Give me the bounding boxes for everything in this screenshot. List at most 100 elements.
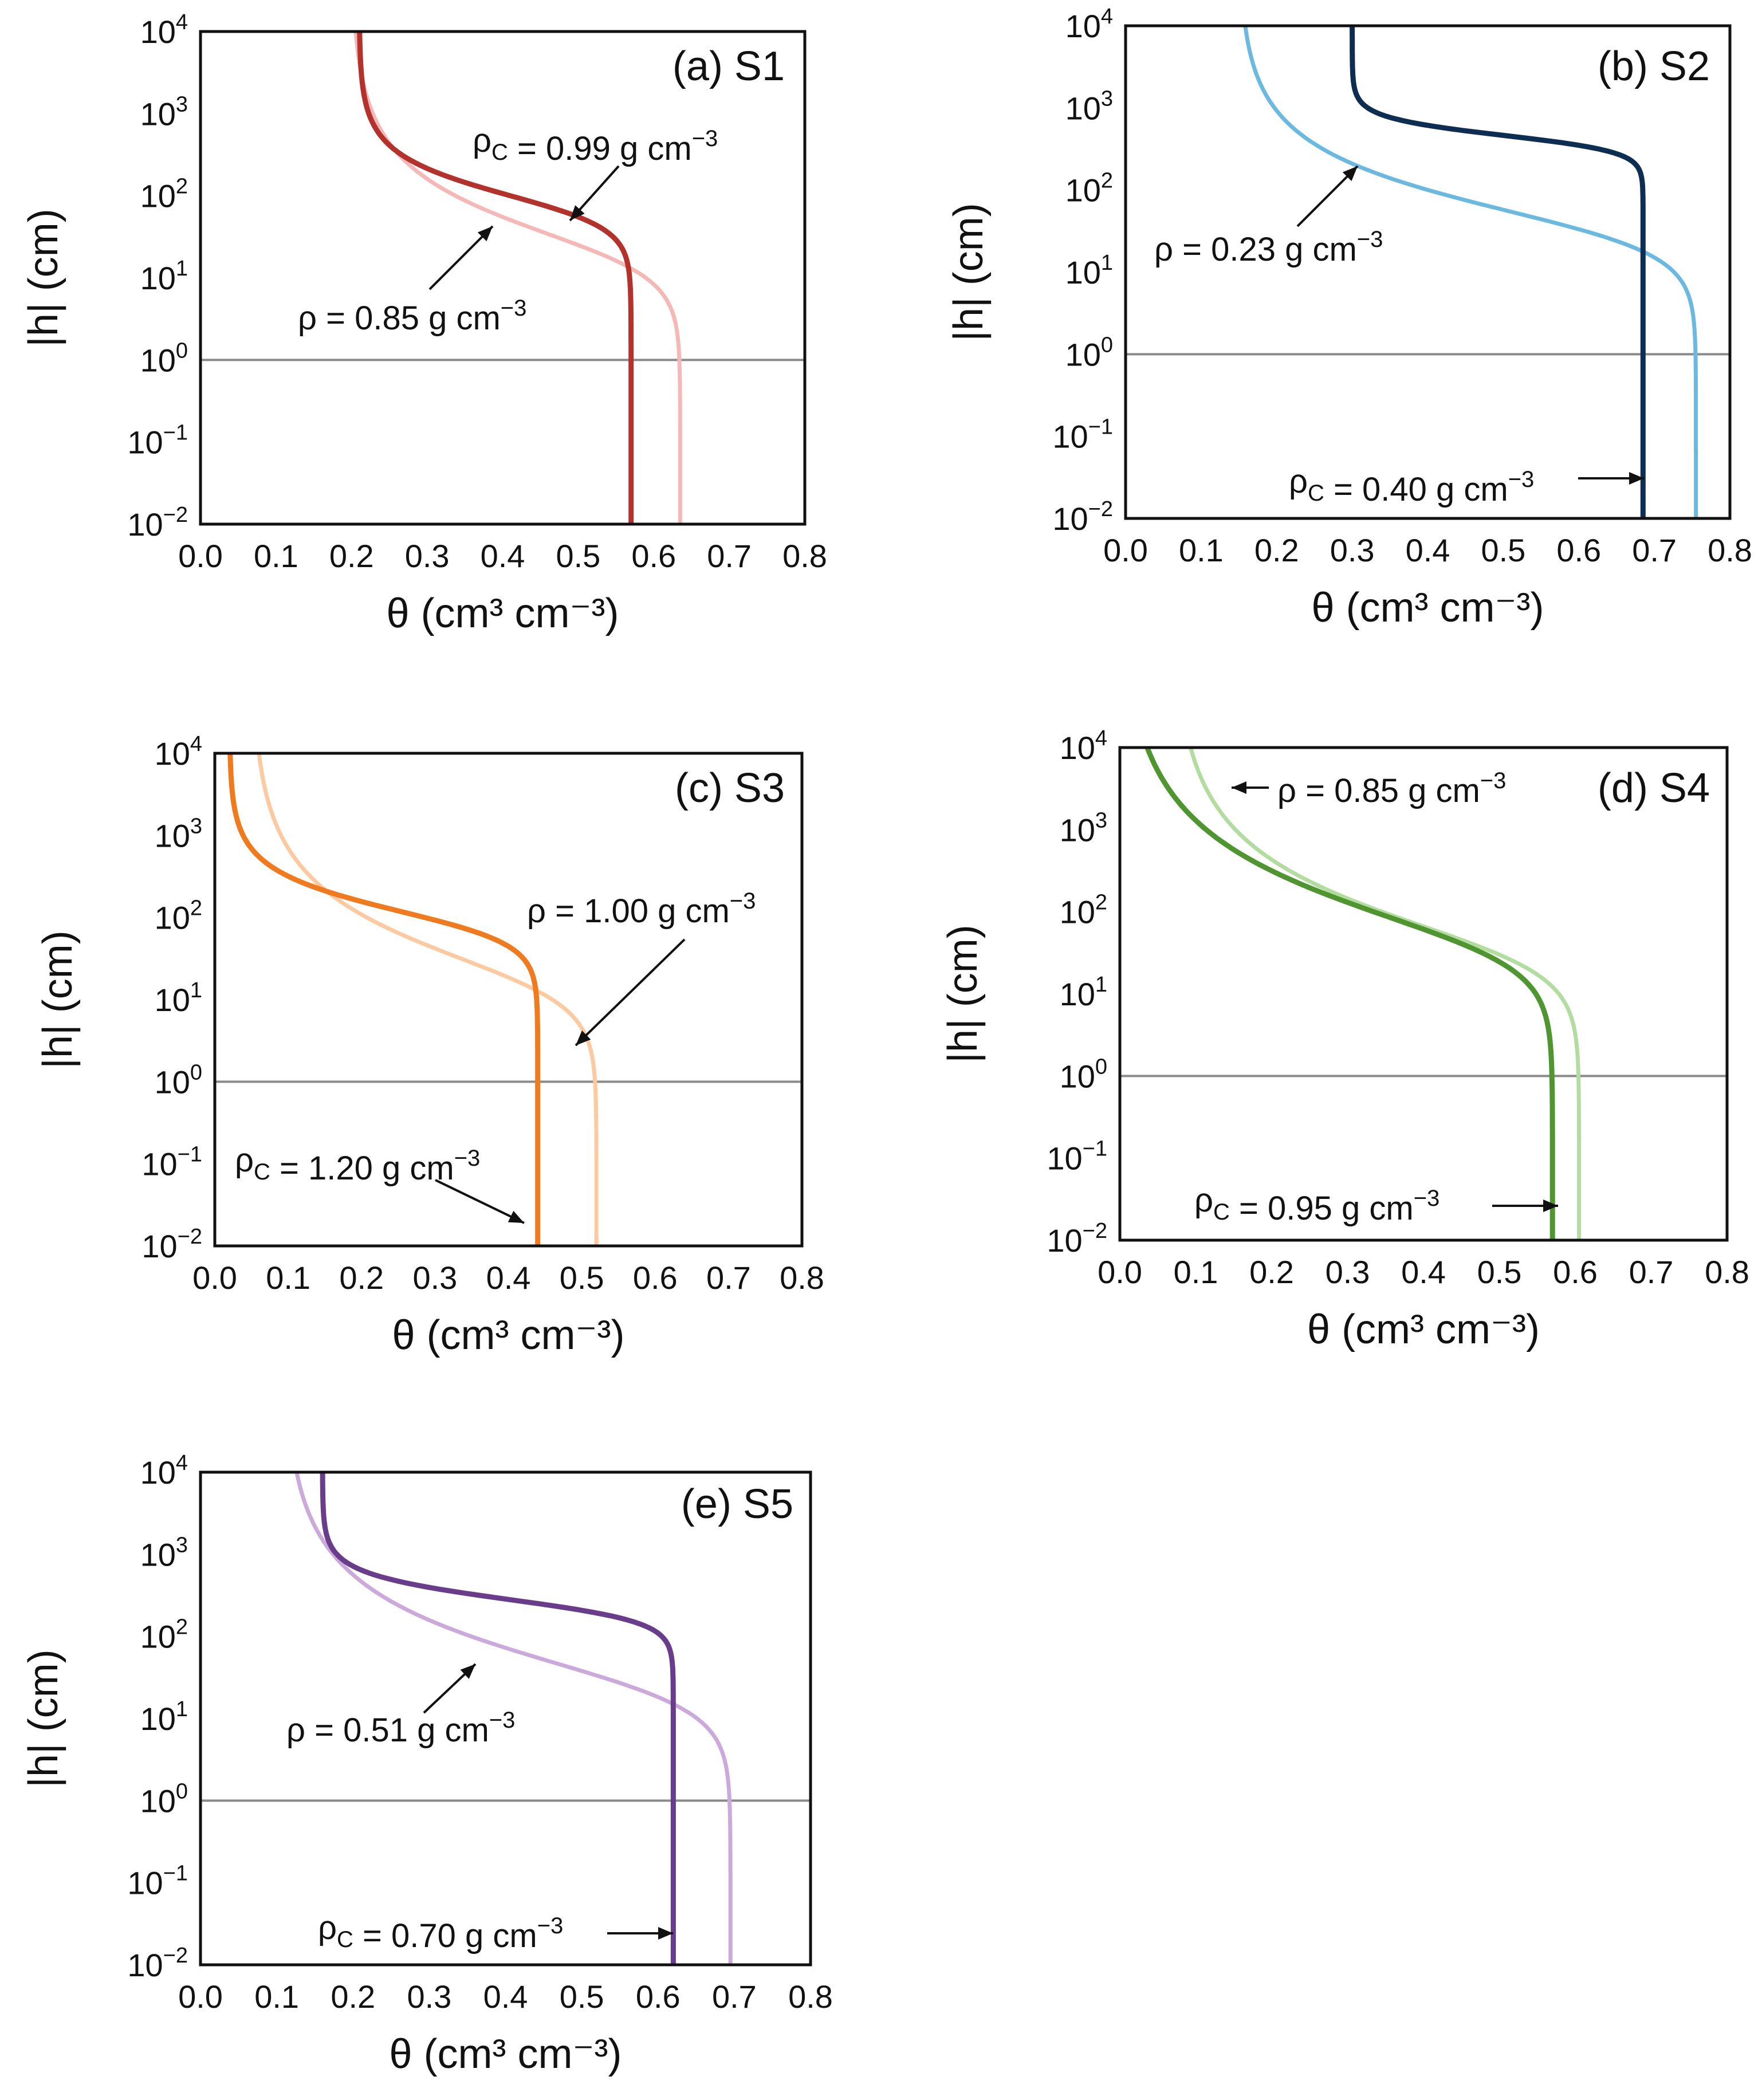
y-tick-label: 10−2 — [127, 1944, 188, 1983]
x-tick-label: 0.1 — [254, 538, 298, 574]
series-line-rho-c — [357, 32, 634, 524]
y-tick-label: 10−1 — [127, 1862, 188, 1901]
annotation-arrow — [575, 938, 686, 1047]
annotation-label: ρ = 0.85 g cm−3 — [1277, 768, 1506, 809]
series-line-rho — [1189, 748, 1582, 1240]
x-tick-label: 0.7 — [706, 1260, 751, 1296]
x-tick-label: 0.1 — [266, 1260, 310, 1296]
x-tick-label: 0.0 — [178, 538, 223, 574]
annotation-arrowhead — [576, 1030, 591, 1045]
annotation-arrowhead — [460, 1664, 475, 1679]
annotation-arrowhead — [1232, 781, 1246, 794]
x-tick-label: 0.7 — [1629, 1254, 1674, 1290]
x-tick-label: 0.1 — [1179, 532, 1224, 568]
y-tick-label: 101 — [1060, 973, 1107, 1012]
y-axis-title: |h| (cm) — [35, 930, 81, 1068]
series-line-rho-c — [1350, 26, 1646, 518]
y-tick-label: 104 — [1065, 5, 1113, 44]
annotation-arrowhead — [1543, 1200, 1558, 1212]
plot-frame — [199, 30, 807, 526]
x-tick-label: 0.2 — [329, 538, 374, 574]
x-tick-label: 0.7 — [1632, 532, 1677, 568]
series-line-rho — [294, 1472, 733, 1965]
x-tick-label: 0.8 — [782, 538, 827, 574]
y-tick-label: 104 — [1060, 726, 1107, 766]
series-line-rho-c — [1144, 748, 1555, 1240]
annotation-label: ρC = 0.99 g cm−3 — [473, 122, 718, 167]
plot-frame — [199, 1470, 812, 1967]
annotation-label: ρ = 1.00 g cm−3 — [527, 888, 756, 930]
annotation-label: ρC = 0.40 g cm−3 — [1289, 463, 1534, 508]
plot-frame — [213, 752, 804, 1248]
chart-panel-1: 0.0 0.1 0.2 0.3 0.4 0.5 0.6 0.7 0.8 104 103 102 101 1… — [21, 10, 827, 636]
x-tick-label: 0.4 — [486, 1260, 531, 1296]
annotation-arrow — [435, 1179, 525, 1224]
x-tick-label: 0.6 — [1553, 1254, 1598, 1290]
annotation-arrowhead — [477, 226, 493, 242]
x-tick-label: 0.0 — [192, 1260, 237, 1296]
x-tick-label: 0.2 — [1254, 532, 1299, 568]
y-tick-label: 100 — [1065, 333, 1113, 372]
y-tick-label: 102 — [1065, 169, 1113, 209]
x-tick-label: 0.8 — [788, 1979, 833, 2015]
y-tick-label: 10−2 — [1047, 1219, 1107, 1259]
x-axis-title: θ (cm³ cm⁻³) — [1312, 585, 1544, 631]
x-tick-label: 0.3 — [1326, 1254, 1370, 1290]
x-axis-title: θ (cm³ cm⁻³) — [1307, 1307, 1540, 1352]
y-tick-label: 10−1 — [1047, 1137, 1107, 1177]
y-tick-label: 104 — [140, 1451, 188, 1491]
y-tick-label: 100 — [140, 339, 188, 378]
x-tick-label: 0.0 — [178, 1979, 223, 2015]
x-axis-title: θ (cm³ cm⁻³) — [390, 2031, 622, 2077]
x-tick-label: 0.6 — [636, 1979, 681, 2015]
x-tick-label: 0.6 — [633, 1260, 678, 1296]
annotation-label: ρ = 0.23 g cm−3 — [1154, 227, 1383, 268]
x-tick-label: 0.7 — [712, 1979, 757, 2015]
y-tick-label: 101 — [140, 257, 188, 296]
panel-label: (c) S3 — [675, 765, 785, 811]
x-tick-label: 0.3 — [405, 538, 450, 574]
y-tick-label: 104 — [140, 10, 188, 50]
y-tick-label: 10−1 — [127, 421, 188, 461]
x-tick-label: 0.2 — [1249, 1254, 1294, 1290]
x-tick-label: 0.3 — [407, 1979, 451, 2015]
annotation-label: ρ = 0.85 g cm−3 — [298, 296, 526, 337]
y-tick-label: 103 — [140, 92, 188, 132]
annotation-arrowhead — [570, 205, 585, 221]
y-tick-label: 103 — [1065, 86, 1113, 126]
annotation-label: ρC = 1.20 g cm−3 — [235, 1142, 480, 1187]
series-line-rho — [1243, 26, 1698, 518]
y-tick-label: 100 — [155, 1060, 202, 1100]
x-tick-label: 0.0 — [1103, 532, 1148, 568]
x-tick-label: 0.6 — [631, 538, 676, 574]
plot-frame — [1124, 24, 1732, 520]
y-tick-label: 102 — [140, 1615, 188, 1655]
annotation-label: ρC = 0.70 g cm−3 — [318, 1909, 563, 1955]
y-tick-label: 10−1 — [141, 1143, 202, 1182]
x-tick-label: 0.7 — [707, 538, 752, 574]
y-tick-label: 100 — [1060, 1055, 1107, 1094]
x-tick-label: 0.5 — [560, 1979, 604, 2015]
x-tick-label: 0.6 — [1556, 532, 1601, 568]
x-tick-label: 0.5 — [1477, 1254, 1522, 1290]
y-tick-label: 101 — [155, 978, 202, 1018]
y-tick-label: 103 — [140, 1533, 188, 1572]
x-tick-label: 0.1 — [1174, 1254, 1218, 1290]
x-tick-label: 0.5 — [556, 538, 600, 574]
y-tick-label: 10−2 — [141, 1225, 202, 1264]
series-line-rho — [257, 753, 599, 1246]
x-tick-label: 0.8 — [1708, 532, 1752, 568]
series-line-rho-c — [320, 1472, 676, 1965]
panel-label: (a) S1 — [672, 44, 785, 89]
y-tick-label: 10−2 — [127, 503, 188, 542]
y-tick-label: 101 — [1065, 251, 1113, 290]
y-tick-label: 103 — [1060, 808, 1107, 848]
y-axis-title: |h| (cm) — [21, 209, 66, 347]
panel-label: (e) S5 — [681, 1481, 793, 1527]
y-tick-label: 102 — [140, 175, 188, 214]
y-tick-label: 100 — [140, 1779, 188, 1819]
series-line-rho — [353, 32, 682, 524]
chart-panel-3: 0.0 0.1 0.2 0.3 0.4 0.5 0.6 0.7 0.8 104 103 102 101 1… — [35, 732, 824, 1358]
x-tick-label: 0.4 — [481, 538, 525, 574]
